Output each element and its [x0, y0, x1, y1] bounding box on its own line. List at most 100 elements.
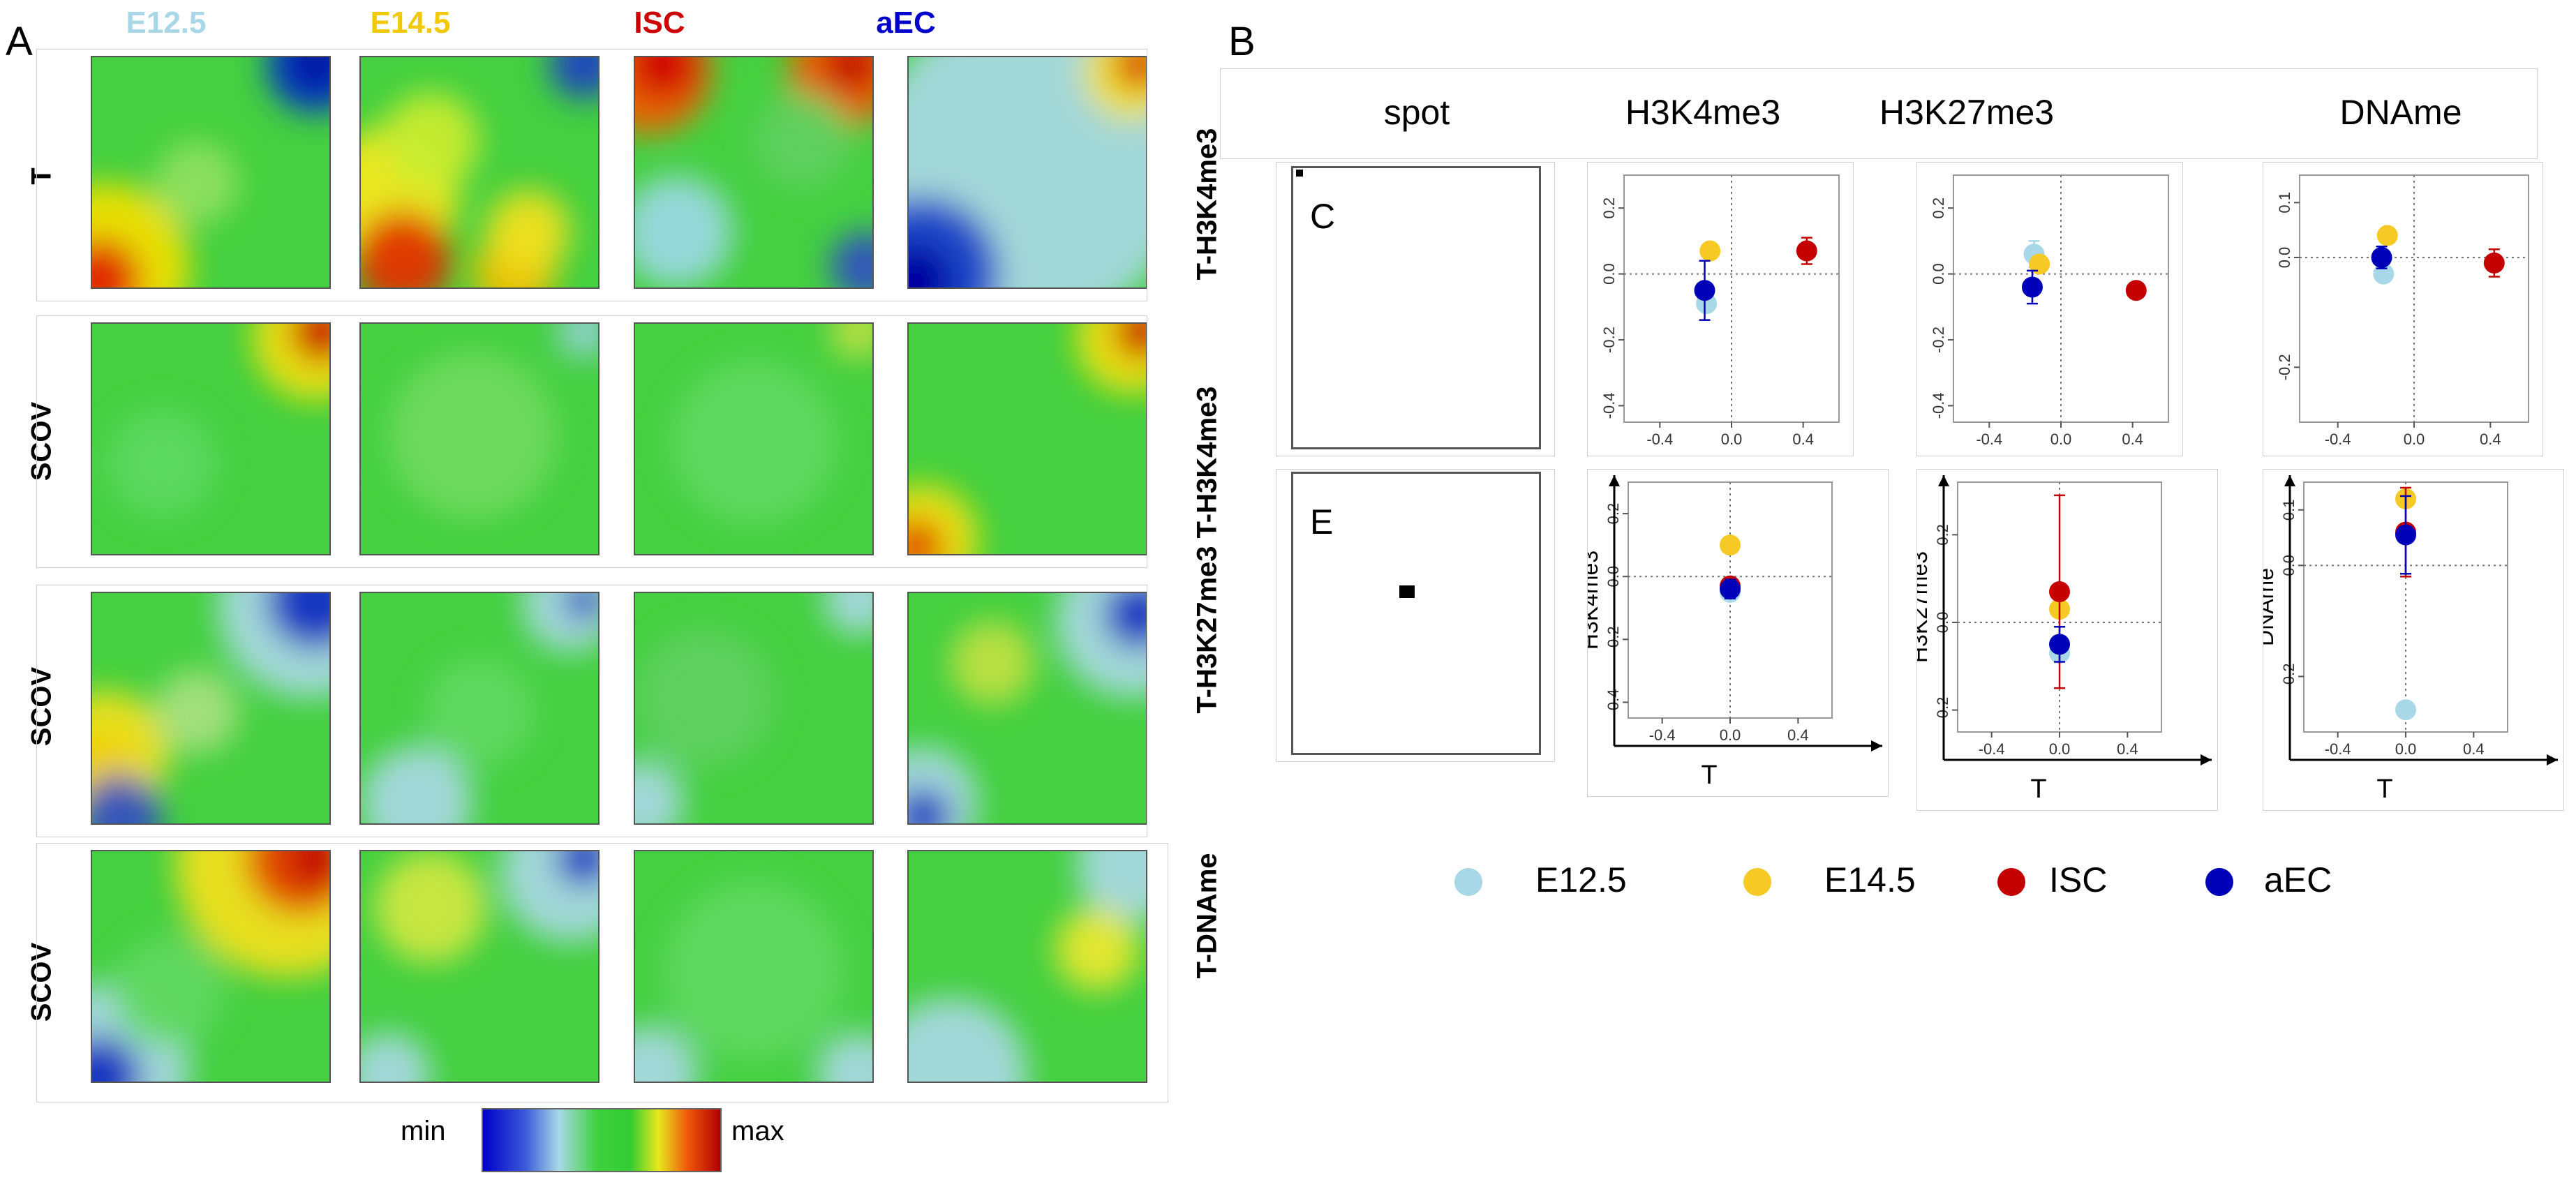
panel-b-row-label-4: T-DNAme [1191, 853, 1223, 979]
x-arrowhead [2201, 754, 2212, 765]
colorbar-gradient [483, 1109, 720, 1171]
point-isc [2049, 581, 2070, 603]
heatmap-row-frame-4 [36, 843, 1168, 1102]
scatter-plot-3: -0.4 0.0 0.4 -0.2 0.0 0.1 [2276, 174, 2529, 448]
heatmap-r4-c3 [634, 850, 874, 1083]
scatter-plot-2: -0.4 0.0 0.4 -0.4 -0.2 0.0 0.2 [1930, 174, 2169, 448]
point-e14-5 [2029, 253, 2050, 275]
point-aec [1720, 578, 1741, 600]
heatmap-row-frame-1 [36, 49, 1147, 301]
y-tick-label: -0.4 [1600, 392, 1618, 419]
y-tick-label: -0.2 [1600, 327, 1618, 353]
scatter-frame-4: -0.40.00.4-0.4-0.20.00.2TH3K4me3 [1577, 469, 1889, 797]
panel-a-letter: A [6, 19, 33, 64]
heatmap-r1-c4 [907, 56, 1147, 289]
legend-dot-1 [1454, 868, 1482, 896]
y-tick-label: 0.1 [2276, 192, 2293, 214]
legend-label-3: ISC [2049, 860, 2108, 899]
panel-b-letter: B [1228, 19, 1256, 64]
spot-frame-c [1276, 162, 1555, 456]
x-tick-label: -0.4 [1649, 726, 1676, 744]
spot-marker [1399, 585, 1415, 598]
heatmap-r1-c2 [359, 56, 600, 289]
x-tick-label: 0.4 [2463, 740, 2485, 758]
spot-map-e: E [1291, 472, 1541, 755]
legend-dot-2 [1743, 868, 1771, 896]
heatmap-row-frame-2 [36, 315, 1147, 568]
y-axis-label: H3K4me3 [1588, 551, 1602, 650]
scatter-plot-1: -0.4 0.0 0.4 -0.4 -0.2 0.0 0.2 [1600, 174, 1840, 448]
x-tick-label: 0.0 [2404, 431, 2425, 448]
legend-label-2: E14.5 [1824, 860, 1916, 899]
heatmap-r4-c4 [907, 850, 1147, 1083]
x-tick-label: 0.4 [1787, 726, 1809, 744]
y-tick-label: -0.2 [1930, 327, 1947, 353]
point-e12-5 [2395, 699, 2416, 721]
y-tick-label: -0.2 [2276, 354, 2293, 380]
x-tick-label: 0.0 [1720, 726, 1741, 744]
heatmap-r2-c3 [634, 322, 874, 555]
col-header-1: E12.5 [126, 6, 207, 40]
x-tick-label: 0.0 [2050, 431, 2072, 448]
legend-label-1: E12.5 [1535, 860, 1627, 899]
header-h3k4me3: H3K4me3 [1625, 93, 1781, 132]
heatmap-r1-c3 [634, 56, 874, 289]
point-aec [1694, 280, 1715, 301]
x-arrowhead [2547, 754, 2558, 765]
header-spot: spot [1383, 93, 1450, 132]
point-isc [1796, 240, 1817, 262]
y-axis-label: DNAme [2263, 568, 2278, 646]
x-tick-label: 0.0 [2395, 740, 2417, 758]
scatter-plot-6: -0.40.00.4-0.20.00.1TDNAme [2253, 475, 2558, 804]
scatter-frame-3: -0.4 0.0 0.4 -0.2 0.0 0.1 [2263, 162, 2543, 456]
point-e14-5 [1720, 534, 1741, 556]
heatmap-r3-c3 [634, 592, 874, 825]
spot-frame-e [1276, 469, 1555, 762]
heatmap-r3-c1 [91, 592, 331, 825]
spot-marker [1296, 170, 1303, 177]
y-tick-label: 0.0 [1600, 263, 1618, 285]
spot-letter-c: C [1310, 197, 1336, 236]
col-header-3: ISC [634, 6, 685, 40]
point-aec [2371, 247, 2392, 268]
scatter-plot-5: -0.40.00.4-0.20.00.2TH3K27me3 [1907, 475, 2212, 804]
scatter-frame-1: -0.4 0.0 0.4 -0.4 -0.2 0.0 0.2 [1587, 162, 1854, 456]
y-arrowhead [1609, 475, 1620, 486]
x-tick-label: 0.4 [2480, 431, 2501, 448]
x-tick-label: 0.4 [1792, 431, 1814, 448]
scatter-frame-2: -0.4 0.0 0.4 -0.4 -0.2 0.0 0.2 [1916, 162, 2183, 456]
panel-b-row-label-3: T-H3K27me3 [1191, 546, 1223, 714]
heatmap-r2-c4 [907, 322, 1147, 555]
y-axis-label: H3K27me3 [1917, 551, 1932, 663]
x-tick-label: 0.4 [2117, 740, 2138, 758]
heatmap-r1-c1 [91, 56, 331, 289]
point-isc [2483, 252, 2505, 274]
point-aec [2021, 276, 2043, 298]
x-tick-label: 0.0 [1721, 431, 1743, 448]
x-tick-label: -0.4 [2325, 431, 2351, 448]
heatmap-r3-c4 [907, 592, 1147, 825]
heatmap-r2-c1 [91, 322, 331, 555]
heatmap-r4-c1 [91, 850, 331, 1083]
legend-dot-4 [2205, 868, 2233, 896]
y-tick-label: 0.0 [2276, 247, 2293, 269]
x-arrowhead [1871, 740, 1882, 751]
panel-b-row-label-1: T-H3K4me3 [1191, 128, 1223, 281]
scatter-frame-6: -0.40.00.4-0.20.00.1TDNAme [2253, 469, 2564, 811]
heatmap-r3-c2 [359, 592, 600, 825]
x-tick-label: -0.4 [2325, 740, 2351, 758]
legend-dot-3 [1997, 868, 2025, 896]
colorbar [482, 1108, 722, 1172]
legend-label-4: aEC [2264, 860, 2332, 899]
panel-b-header-frame [1220, 68, 2538, 159]
y-arrowhead [1938, 475, 1949, 486]
col-header-4: aEC [876, 6, 936, 40]
colorbar-max-label: max [731, 1116, 784, 1146]
x-tick-label: 0.4 [2122, 431, 2143, 448]
scatter-frame-5: -0.40.00.4-0.20.00.2TH3K27me3 [1907, 469, 2218, 811]
x-tick-label: -0.4 [1976, 431, 2002, 448]
x-tick-label: 0.0 [2049, 740, 2071, 758]
y-tick-label: 0.2 [1600, 197, 1618, 219]
x-tick-label: -0.4 [1979, 740, 2005, 758]
point-isc [2125, 280, 2147, 301]
